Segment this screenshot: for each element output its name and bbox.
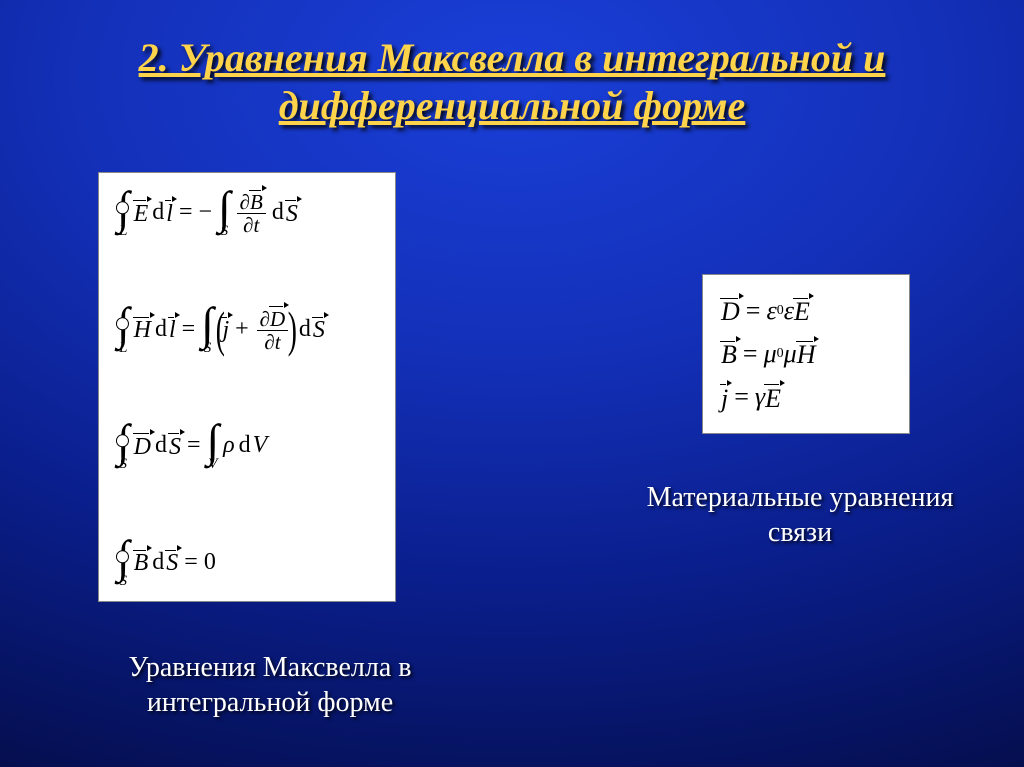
material-equations-box: D= ε0εE B= μ0μH j= γE	[702, 274, 910, 434]
maxwell-eq-4: ∫ S BdS = 0	[117, 536, 377, 587]
maxwell-eq-2: ∫ L Hdl = ∫ S ( j + ∂D ∂t ) dS	[117, 303, 377, 354]
constitutive-eq-3: j= γE	[721, 383, 891, 412]
constitutive-eq-2: B= μ0μH	[721, 339, 891, 368]
constitutive-eq-1: D= ε0εE	[721, 296, 891, 325]
maxwell-eq-3: ∫ S DdS = ∫ V ρ dV	[117, 420, 377, 471]
integral-equations-caption: Уравнения Максвелла в интегральной форме	[80, 650, 460, 720]
material-equations-caption: Материальные уравнения связи	[620, 480, 980, 550]
integral-equations-box: ∫ L Edl = − ∫ S ∂B ∂t dS ∫ L Hdl	[98, 172, 396, 602]
slide-title: 2. Уравнения Максвелла в интегральной и …	[0, 34, 1024, 130]
slide: 2. Уравнения Максвелла в интегральной и …	[0, 0, 1024, 767]
maxwell-eq-1: ∫ L Edl = − ∫ S ∂B ∂t dS	[117, 187, 377, 238]
